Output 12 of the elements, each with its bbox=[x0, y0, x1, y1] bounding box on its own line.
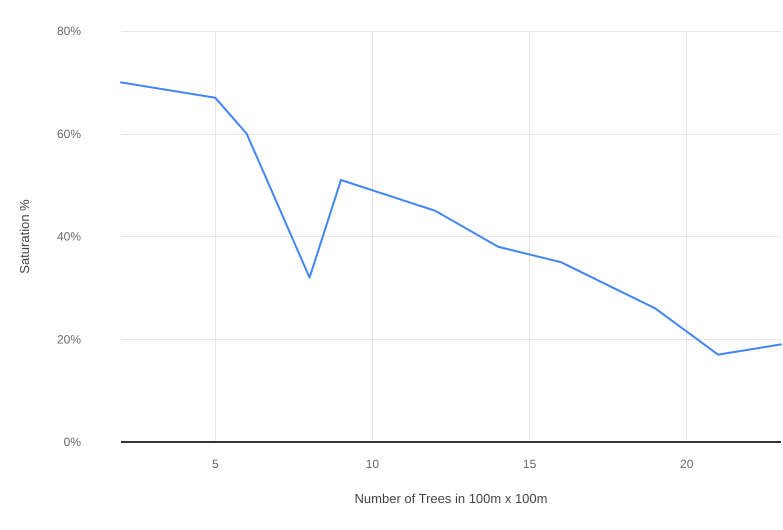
y-tick-label: 0% bbox=[64, 435, 82, 449]
y-axis-title: Saturation % bbox=[17, 198, 32, 274]
y-tick-label: 20% bbox=[56, 332, 82, 346]
y-tick-label: 80% bbox=[56, 24, 82, 38]
x-tick-label: 10 bbox=[366, 457, 380, 471]
y-tick-label: 60% bbox=[56, 126, 82, 141]
line-series bbox=[120, 81, 782, 356]
x-tick-label: 5 bbox=[212, 457, 219, 471]
x-tick-label: 15 bbox=[522, 457, 537, 471]
x-axis-title: Number of Trees in 100m x 100m bbox=[354, 491, 548, 506]
x-tick-label: 20 bbox=[680, 457, 694, 471]
y-tick-label: 40% bbox=[56, 230, 82, 244]
